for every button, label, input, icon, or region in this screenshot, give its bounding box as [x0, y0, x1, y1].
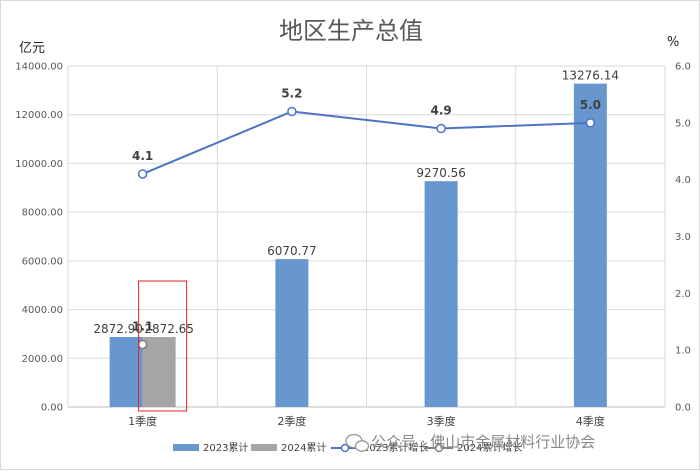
- legend: 2023累计 2024累计 2023累计增长 2024累计增长: [173, 441, 522, 454]
- bar-2023累计-2季度: [275, 259, 309, 407]
- right-axis-unit: %: [667, 35, 679, 50]
- chart-title: 地区生产总值: [279, 17, 423, 45]
- bar-2023累计-3季度: [424, 181, 458, 407]
- bar-label: 6070.77: [267, 244, 317, 258]
- bar-labels: 2872.90 6070.77 9270.56 13276.14 2872.65: [93, 69, 619, 336]
- watermark: 公众号 · 佛山市金属材料行业协会: [345, 433, 595, 452]
- wechat-icon: [345, 433, 370, 452]
- left-axis-unit: 亿元: [19, 41, 45, 56]
- watermark-text: 公众号 · 佛山市金属材料行业协会: [371, 433, 595, 451]
- category-axis: 1季度 2季度 3季度 4季度: [128, 414, 605, 428]
- right-tick-label: 4.0: [675, 175, 691, 186]
- point-2023累计增长-1季度: [137, 169, 148, 179]
- point-2023累计增长-2季度: [287, 106, 297, 117]
- legend-swatch-2024-bar: [251, 444, 277, 451]
- left-tick-label: 12000.00: [15, 110, 63, 121]
- left-tick-label: 6000.00: [22, 256, 63, 267]
- highlight-box: [138, 280, 188, 412]
- left-tick-label: 14000.00: [15, 62, 63, 73]
- legend-label-2023-growth: 2023累计增长: [363, 441, 428, 454]
- category-label: 2季度: [277, 414, 306, 428]
- left-tick-label: 8000.00: [22, 208, 63, 219]
- legend-label-2024-growth: 2024累计增长: [457, 441, 522, 454]
- point-2024累计增长-1季度: [137, 339, 148, 350]
- category-label: 1季度: [128, 414, 157, 428]
- left-tick-label: 0.00: [41, 403, 63, 414]
- bars: [109, 83, 607, 407]
- point-2023累计增长-4季度: [585, 118, 596, 128]
- legend-label-2024-bar: 2024累计: [281, 441, 326, 454]
- bar-label: 13276.14: [562, 69, 619, 83]
- bar-2024累计-1季度: [142, 337, 176, 407]
- left-tick-label: 10000.00: [15, 159, 63, 170]
- right-tick-label: 1.0: [675, 346, 691, 357]
- line-label: 5.0: [580, 98, 601, 112]
- line-label: 1.1: [132, 319, 153, 333]
- line-2023累计增长: [142, 110, 591, 175]
- legend-marker-2024: [434, 443, 444, 453]
- legend-swatch-2023-bar: [173, 444, 199, 451]
- bar-2023累计-1季度: [109, 337, 143, 407]
- category-label: 4季度: [576, 414, 605, 428]
- line-series: [137, 106, 596, 350]
- legend-marker-2023: [340, 443, 350, 453]
- right-tick-label: 0.0: [675, 403, 691, 414]
- line-labels: 4.1 5.2 4.9 5.0 1.1: [132, 86, 601, 333]
- bar-2023累计-4季度: [573, 83, 607, 407]
- left-tick-label: 2000.00: [22, 354, 63, 365]
- legend-label-2023-bar: 2023累计: [203, 441, 248, 454]
- line-label: 4.9: [430, 104, 451, 118]
- line-label: 4.1: [132, 149, 153, 163]
- bar-label: 2872.90: [93, 322, 143, 336]
- bar-label: 2872.65: [144, 322, 194, 336]
- left-axis-ticks: 0.00 2000.00 4000.00 6000.00 8000.00 10000.00…: [15, 62, 63, 414]
- right-tick-label: 6.0: [675, 62, 691, 73]
- right-tick-label: 2.0: [675, 289, 691, 300]
- right-tick-label: 3.0: [675, 232, 691, 243]
- left-tick-label: 4000.00: [22, 305, 63, 316]
- bar-label: 9270.56: [416, 166, 466, 180]
- point-2023累计增长-3季度: [436, 123, 446, 134]
- right-tick-label: 5.0: [675, 118, 691, 129]
- category-label: 3季度: [427, 414, 456, 428]
- right-axis-ticks: 0.0 1.0 2.0 3.0 4.0 5.0 6.0: [675, 62, 691, 414]
- line-label: 5.2: [281, 86, 302, 100]
